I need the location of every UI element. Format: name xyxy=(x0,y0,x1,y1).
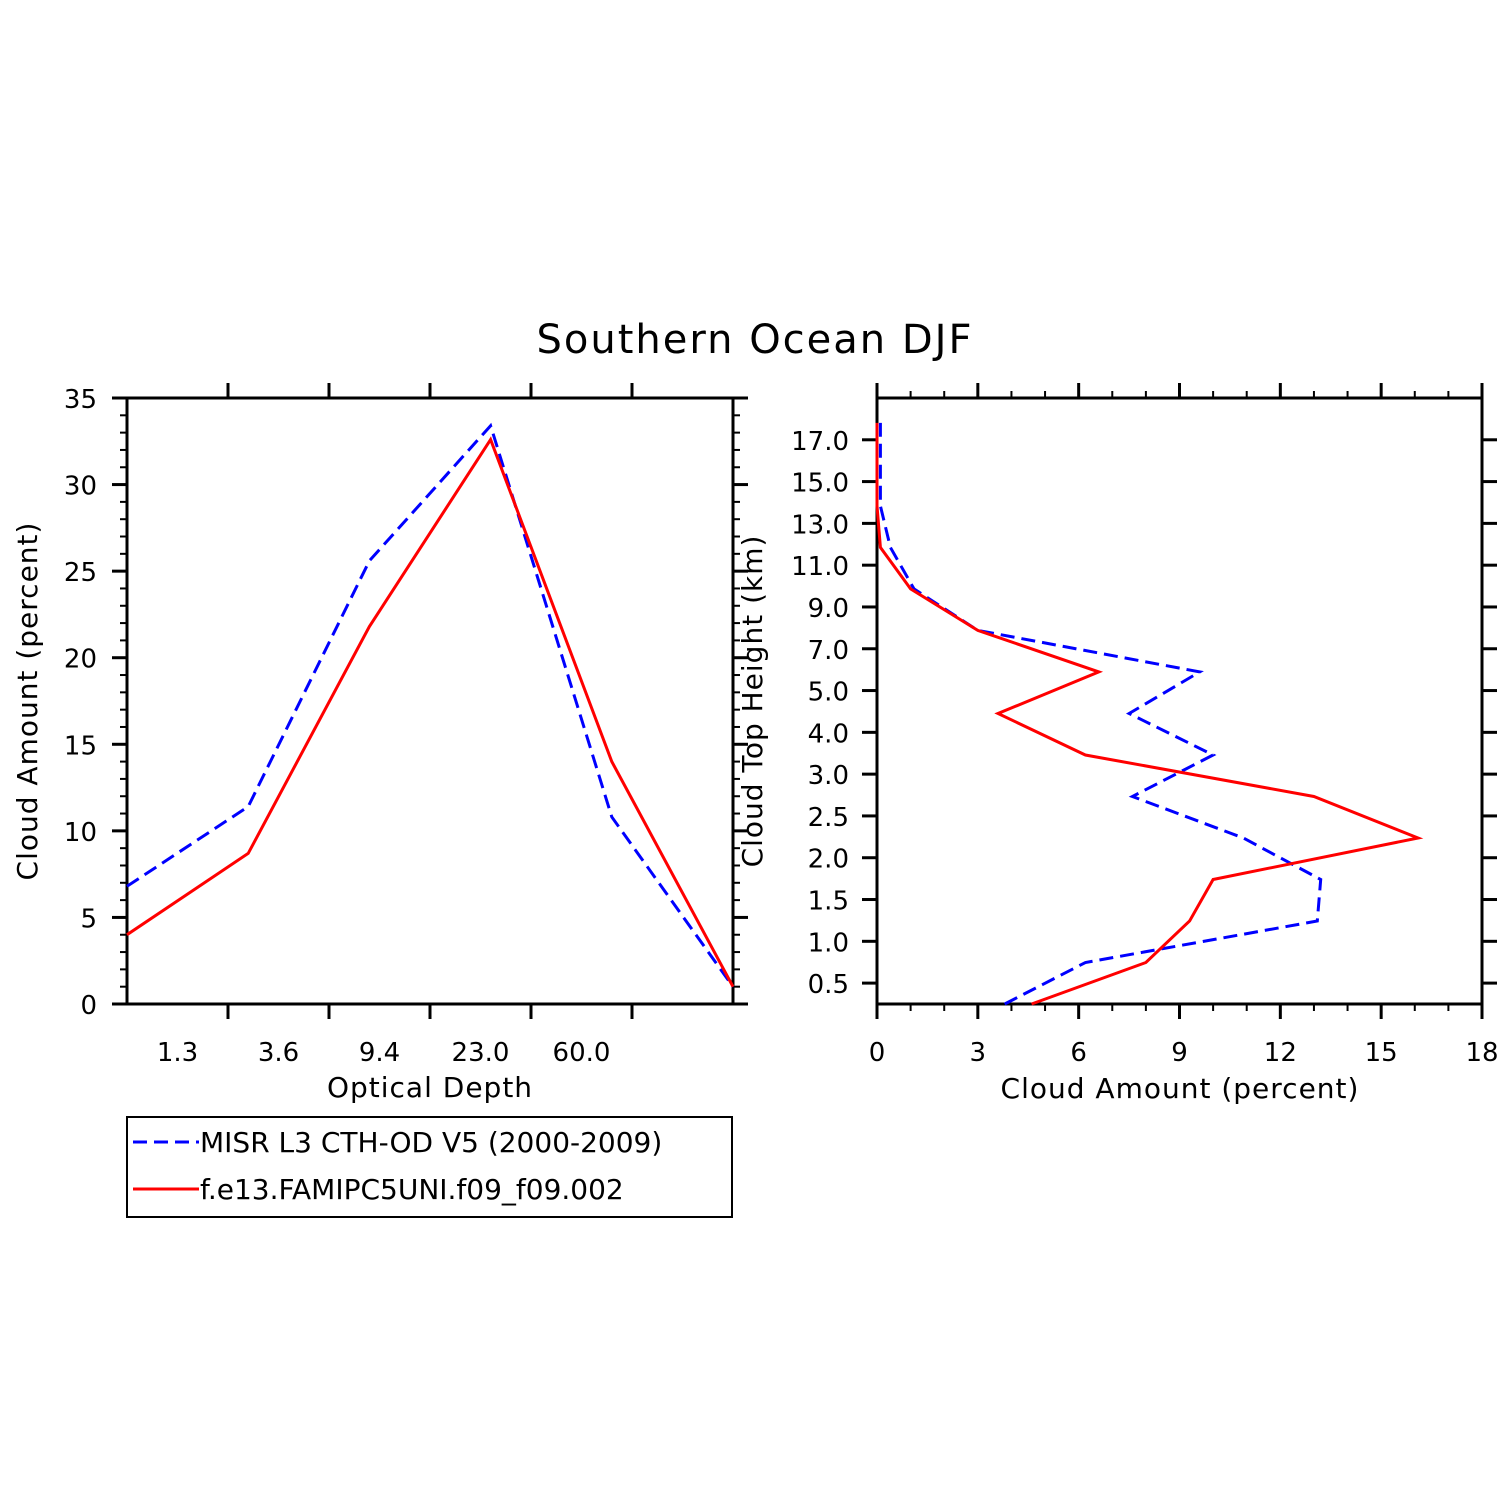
right-y-tick-label: 2.0 xyxy=(808,845,849,875)
left-y-tick-label: 5 xyxy=(80,904,97,934)
right-y-tick-label: 1.0 xyxy=(808,928,849,958)
legend-label-misr: MISR L3 CTH-OD V5 (2000-2009) xyxy=(200,1126,662,1159)
left-series-model-line xyxy=(126,436,735,988)
right-plot-frame xyxy=(875,396,1484,1006)
left-y-tick-label: 25 xyxy=(64,558,97,588)
left-y-tick-label: 30 xyxy=(64,472,97,502)
right-y-tick-label: 15.0 xyxy=(791,469,849,499)
left-x-tick-label: 60.0 xyxy=(553,1038,611,1068)
cloud-top-height-panel: 0 3 6 9 12 15 18 0.5 1.0 1.5 2.0 2.5 3.0 4.0 5.0 7.0 9.0… xyxy=(736,383,1499,1105)
left-x-tick-label: 23.0 xyxy=(452,1038,510,1068)
right-series xyxy=(875,422,1424,1006)
right-ticks: 0 3 6 9 12 15 18 0.5 1.0 1.5 2.0 2.5 3.0 4.0 5.0 7.0 9.0… xyxy=(791,383,1499,1068)
right-x-tick-label: 6 xyxy=(1070,1038,1087,1068)
right-y-axis-label: Cloud Top Height (km) xyxy=(736,535,769,868)
legend: MISR L3 CTH-OD V5 (2000-2009) f.e13.FAMI… xyxy=(126,1116,733,1218)
left-y-tick-label: 0 xyxy=(80,991,97,1021)
right-x-tick-label: 9 xyxy=(1171,1038,1188,1068)
right-x-tick-label: 18 xyxy=(1465,1038,1498,1068)
left-x-tick-label: 9.4 xyxy=(359,1038,400,1068)
right-y-tick-label: 1.5 xyxy=(808,887,849,917)
right-y-tick-label: 0.5 xyxy=(808,970,849,1000)
right-y-tick-label: 7.0 xyxy=(808,636,849,666)
right-y-tick-label: 13.0 xyxy=(791,510,849,540)
left-series-misr-line xyxy=(126,422,735,988)
right-series-misr-line xyxy=(878,422,1323,1006)
left-series xyxy=(126,422,735,988)
right-y-tick-label: 4.0 xyxy=(808,719,849,749)
right-x-tick-label: 3 xyxy=(970,1038,987,1068)
chart-title: Southern Ocean DJF xyxy=(537,317,974,363)
right-y-tick-label: 17.0 xyxy=(791,427,849,457)
right-y-tick-label: 3.0 xyxy=(808,761,849,791)
optical-depth-panel: 0 5 10 15 20 25 30 35 1.3 3.6 9.4 23.0 60.0 Optical … xyxy=(11,383,748,1104)
left-y-tick-label: 15 xyxy=(64,731,97,761)
left-y-tick-label: 10 xyxy=(64,818,97,848)
right-x-tick-label: 12 xyxy=(1264,1038,1297,1068)
legend-label-model: f.e13.FAMIPC5UNI.f09_f09.002 xyxy=(200,1173,624,1206)
left-y-tick-label: 20 xyxy=(64,645,97,675)
left-plot-frame xyxy=(125,396,735,1006)
left-x-tick-label: 3.6 xyxy=(258,1038,299,1068)
left-x-axis-label: Optical Depth xyxy=(327,1071,533,1104)
right-y-tick-label: 2.5 xyxy=(808,803,849,833)
right-x-axis-label: Cloud Amount (percent) xyxy=(1001,1072,1360,1105)
right-x-tick-label: 15 xyxy=(1365,1038,1398,1068)
right-x-tick-label: 0 xyxy=(869,1038,886,1068)
right-y-tick-label: 9.0 xyxy=(808,594,849,624)
legend-box xyxy=(126,1116,733,1218)
right-series-model-line xyxy=(875,422,1424,1006)
left-x-tick-label: 1.3 xyxy=(157,1038,198,1068)
right-y-tick-label: 5.0 xyxy=(808,678,849,708)
right-y-tick-label: 11.0 xyxy=(791,552,849,582)
left-ticks: 0 5 10 15 20 25 30 35 1.3 3.6 9.4 23.0 60.0 xyxy=(64,383,748,1068)
left-y-tick-label: 35 xyxy=(64,385,97,415)
left-y-axis-label: Cloud Amount (percent) xyxy=(11,522,44,881)
